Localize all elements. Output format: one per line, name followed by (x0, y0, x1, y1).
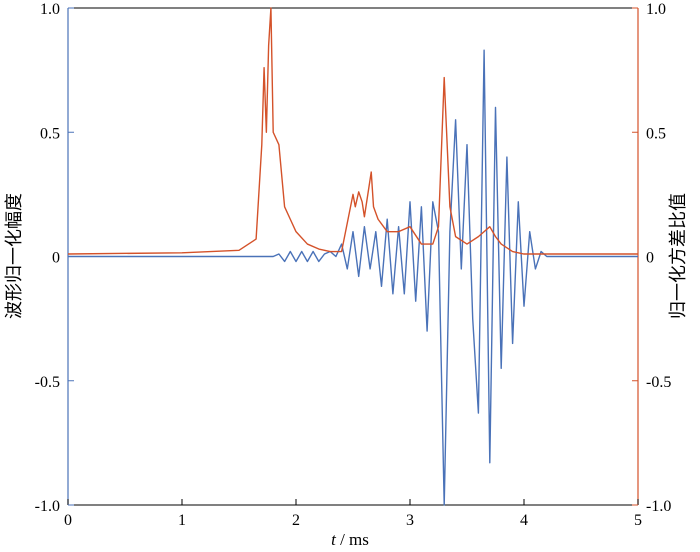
x-tick-label: 5 (634, 512, 642, 529)
variance-series-line (67, 7, 638, 255)
right-y-tick-label: 1.0 (646, 1, 666, 18)
x-tick-label: 4 (520, 512, 528, 529)
x-tick-label: 1 (178, 512, 186, 529)
left-y-tick-label: 0.5 (40, 125, 60, 142)
left-y-tick-label: -0.5 (35, 374, 60, 391)
x-axis-label-unit: / ms (336, 530, 369, 549)
x-tick-label: 3 (406, 512, 414, 529)
left-y-tick-label: -1.0 (35, 498, 60, 515)
x-axis-label: t / ms (331, 530, 369, 549)
left-y-tick-label: 1.0 (40, 1, 60, 18)
series-layer (67, 7, 638, 506)
right-y-axis-label: 归一化方差比值 (668, 193, 688, 319)
x-tick-label: 0 (64, 512, 72, 529)
x-axis-label-variable: t (331, 530, 337, 549)
right-y-tick-label: 0 (646, 250, 654, 267)
right-y-tick-label: -1.0 (646, 498, 671, 515)
axis-ticks: 0 1 2 3 4 5 1.0 0.5 0 -0.5 -1.0 1.0 0.5 0 -0.5 -1.0 (35, 1, 672, 529)
x-tick-label: 2 (292, 512, 300, 529)
left-y-axis-label: 波形归一化幅度 (4, 193, 24, 319)
right-y-tick-label: 0.5 (646, 125, 666, 142)
left-y-tick-label: 0 (52, 250, 60, 267)
waveform-series-line (68, 49, 638, 506)
right-y-tick-label: -0.5 (646, 374, 671, 391)
